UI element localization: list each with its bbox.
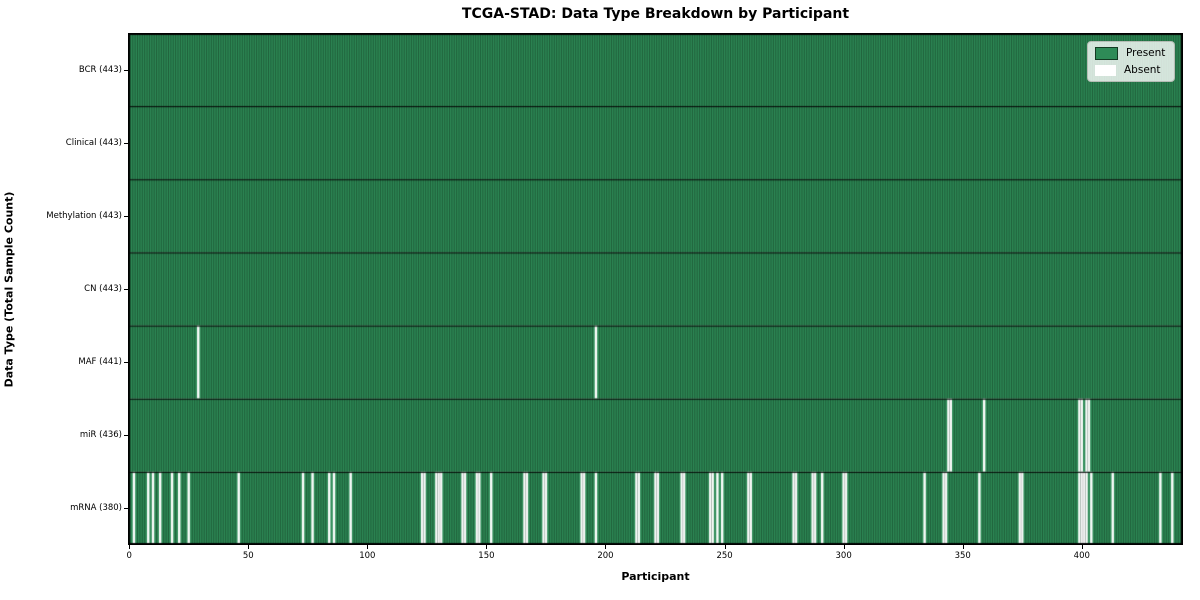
y-tick-mark [124, 215, 128, 217]
y-tick-label-miR: miR (436) [79, 430, 122, 441]
x-axis-label: Participant [621, 570, 690, 583]
x-tick-mark [843, 545, 845, 549]
plot-area [128, 33, 1183, 545]
x-tick-mark [248, 545, 250, 549]
y-tick-label-CN: CN (443) [84, 284, 122, 294]
x-tick-label: 50 [242, 551, 254, 561]
y-tick-label-Methylation: Methylation (443) [46, 210, 122, 221]
y-tick-label-mRNA: mRNA (380) [70, 503, 122, 514]
y-tick-label-BCR: BCR (443) [78, 64, 122, 75]
x-tick-mark [367, 545, 369, 549]
present-swatch-icon [1095, 47, 1118, 60]
x-tick-mark [724, 545, 726, 549]
heatmap-canvas [128, 33, 1183, 545]
y-tick-label-Clinical: Clinical (443) [65, 137, 122, 148]
legend-item-absent: Absent [1095, 65, 1165, 76]
chart-title: TCGA-STAD: Data Type Breakdown by Partic… [461, 6, 850, 22]
y-tick-mark [124, 435, 128, 437]
x-tick-mark [605, 545, 607, 549]
x-tick-label: 400 [1073, 551, 1090, 561]
x-tick-mark [1081, 545, 1083, 549]
y-tick-mark [124, 142, 128, 144]
x-tick-label: 100 [359, 551, 376, 561]
legend-item-present: Present [1095, 47, 1165, 60]
legend-label-present: Present [1126, 47, 1166, 60]
x-tick-label: 0 [126, 551, 132, 561]
y-tick-mark [124, 508, 128, 510]
legend-label-absent: Absent [1124, 64, 1161, 77]
y-tick-mark [124, 362, 128, 364]
x-tick-label: 200 [597, 551, 614, 561]
y-tick-label-MAF: MAF (441) [78, 357, 122, 368]
x-tick-mark [486, 545, 488, 549]
x-tick-mark [962, 545, 964, 549]
y-tick-mark [124, 289, 128, 290]
x-tick-label: 300 [835, 551, 852, 561]
y-tick-mark [124, 69, 128, 71]
x-tick-label: 350 [954, 551, 971, 561]
x-tick-label: 250 [716, 551, 733, 561]
x-tick-label: 150 [478, 551, 495, 561]
absent-swatch-icon [1095, 65, 1116, 76]
legend: Present Absent [1087, 41, 1176, 82]
x-tick-mark [129, 545, 131, 549]
